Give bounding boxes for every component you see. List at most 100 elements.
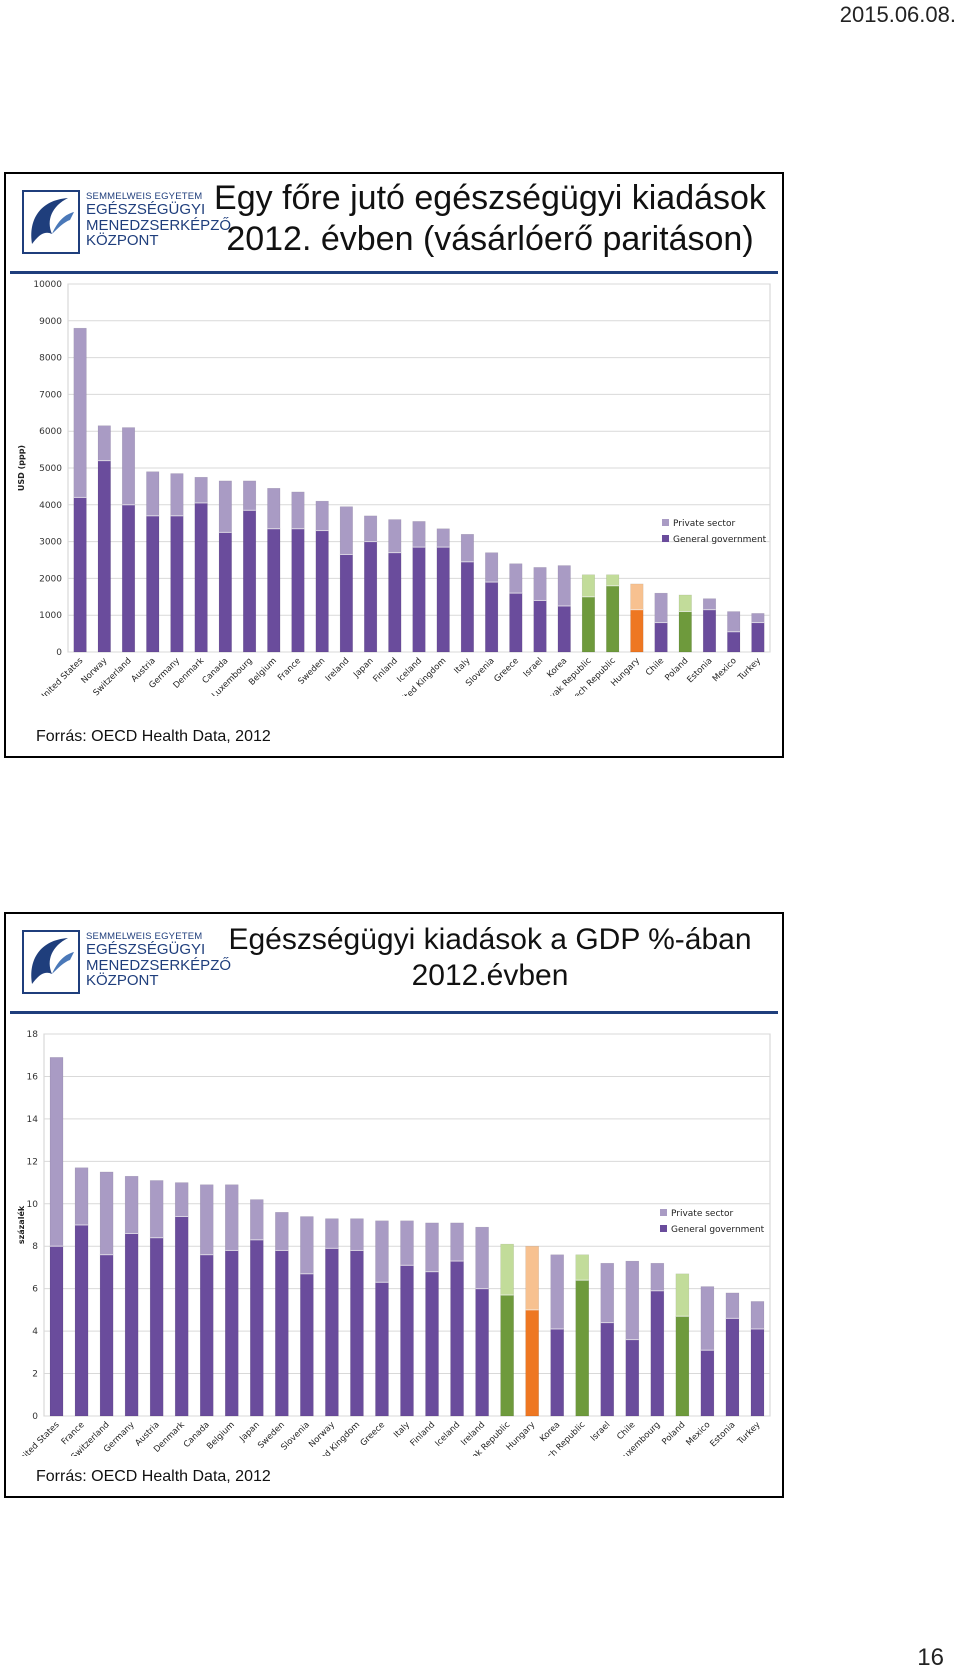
y-tick-label: 1000: [39, 611, 62, 621]
x-tick-label: Italy: [392, 1420, 412, 1440]
x-tick-label: Chile: [644, 656, 666, 678]
x-tick-label: Mexico: [684, 1420, 712, 1448]
bar-general-government: [99, 1254, 114, 1417]
bar-general-government: [275, 1250, 289, 1417]
bar-private-sector: [300, 1216, 314, 1275]
logo-line-1: SEMMELWEIS EGYETEM: [86, 191, 203, 202]
bar-general-government: [364, 541, 378, 653]
bar-general-government: [291, 528, 305, 653]
header-divider: [10, 1011, 778, 1014]
x-tick-label: Belgium: [205, 1420, 237, 1452]
bar-general-government: [425, 1271, 439, 1417]
bar-general-government: [702, 609, 717, 653]
bar-general-government: [750, 1328, 765, 1417]
bar-general-government: [485, 581, 499, 653]
y-tick-label: 7000: [39, 390, 62, 400]
legend-entry: Private sector: [673, 519, 735, 529]
bar-private-sector: [124, 1175, 139, 1234]
slide-health-spending-per-capita: SEMMELWEIS EGYETEM EGÉSZSÉGÜGYI MENEDZSE…: [4, 172, 784, 758]
source-note: Forrás: OECD Health Data, 2012: [36, 1468, 271, 1485]
bar-private-sector: [364, 515, 378, 542]
y-tick-label: 10: [27, 1200, 39, 1210]
bar-private-sector: [224, 1184, 239, 1251]
logo-emblem-icon: [22, 190, 80, 254]
bar-private-sector: [73, 327, 87, 498]
y-axis-label: USD (ppp): [17, 445, 26, 491]
bar-private-sector: [121, 427, 136, 506]
bar-general-government: [375, 1282, 389, 1417]
bar-general-government: [267, 528, 281, 653]
x-tick-label: Estonia: [708, 1420, 737, 1449]
bar-private-sector: [700, 1286, 715, 1351]
bar-general-government: [500, 1294, 514, 1417]
page-date: 2015.06.08.: [839, 2, 956, 27]
legend-entry: General government: [671, 1225, 765, 1235]
bar-general-government: [475, 1288, 489, 1417]
logo-text: SEMMELWEIS EGYETEM EGÉSZSÉGÜGYI MENEDZSE…: [86, 932, 231, 989]
logo-line-1: SEMMELWEIS EGYETEM: [86, 931, 203, 942]
bar-private-sector: [325, 1218, 339, 1249]
bar-private-sector: [485, 552, 499, 583]
bar-general-government: [218, 532, 232, 653]
bar-private-sector: [49, 1057, 64, 1247]
bar-private-sector: [275, 1212, 289, 1251]
bar-general-government: [74, 1224, 89, 1417]
bar-private-sector: [170, 473, 184, 517]
y-tick-label: 8000: [39, 354, 62, 364]
bar-private-sector: [243, 480, 257, 511]
bar-general-government: [700, 1349, 715, 1417]
bar-private-sector: [375, 1220, 389, 1283]
bar-general-government: [350, 1250, 364, 1417]
x-tick-label: Turkey: [735, 1420, 762, 1447]
bar-private-sector: [339, 506, 353, 555]
bar-private-sector: [575, 1254, 590, 1281]
semmelweis-logo: SEMMELWEIS EGYETEM EGÉSZSÉGÜGYI MENEDZSE…: [22, 190, 231, 260]
x-tick-label: United States: [14, 1420, 62, 1456]
legend-swatch: [660, 1209, 667, 1216]
legend-swatch: [662, 519, 669, 526]
bar-general-government: [149, 1237, 164, 1417]
bar-private-sector: [475, 1226, 489, 1289]
bar-general-government: [146, 515, 160, 653]
y-tick-label: 18: [27, 1030, 39, 1040]
bar-general-government: [606, 585, 620, 653]
bar-private-sector: [600, 1262, 615, 1323]
slide-title-line-2: 2012.évben: [411, 959, 569, 992]
bar-general-government: [509, 592, 523, 653]
y-axis-label: százalék: [16, 1205, 26, 1244]
bar-private-sector: [97, 425, 111, 461]
bar-general-government: [751, 622, 765, 653]
bar-private-sector: [630, 583, 644, 610]
bar-private-sector: [625, 1260, 640, 1340]
x-tick-label: Ireland: [324, 656, 352, 684]
y-tick-label: 4000: [39, 501, 62, 511]
y-tick-label: 8: [32, 1242, 38, 1252]
bar-private-sector: [425, 1222, 439, 1272]
slide-title: Egészségügyi kiadások a GDP %-ában 2012.…: [206, 922, 774, 994]
bar-general-government: [325, 1248, 339, 1417]
y-tick-label: 0: [56, 648, 62, 658]
bar-private-sector: [509, 563, 523, 594]
bar-general-government: [49, 1245, 64, 1417]
bar-general-government: [388, 552, 402, 653]
bar-general-government: [124, 1233, 139, 1417]
bar-private-sector: [533, 567, 547, 601]
bar-private-sector: [267, 487, 281, 529]
x-tick-label: Sweden: [296, 656, 327, 687]
slide-health-spending-gdp: SEMMELWEIS EGYETEM EGÉSZSÉGÜGYI MENEDZSE…: [4, 912, 784, 1498]
bar-general-government: [315, 530, 329, 653]
legend-swatch: [662, 535, 669, 542]
x-tick-label: Chile: [615, 1420, 637, 1442]
header-divider: [10, 271, 778, 274]
y-tick-label: 2: [32, 1370, 38, 1380]
bar-private-sector: [702, 598, 717, 610]
x-tick-label: Italy: [452, 656, 472, 676]
bar-general-government: [725, 1318, 740, 1417]
bar-general-government: [630, 609, 644, 653]
x-tick-label: Israel: [522, 656, 546, 680]
y-tick-label: 9000: [39, 317, 62, 327]
logo-line-4: KÖZPONT: [86, 972, 159, 990]
bar-general-government: [174, 1216, 189, 1417]
bar-general-government: [250, 1239, 264, 1417]
bar-private-sector: [725, 1292, 740, 1319]
